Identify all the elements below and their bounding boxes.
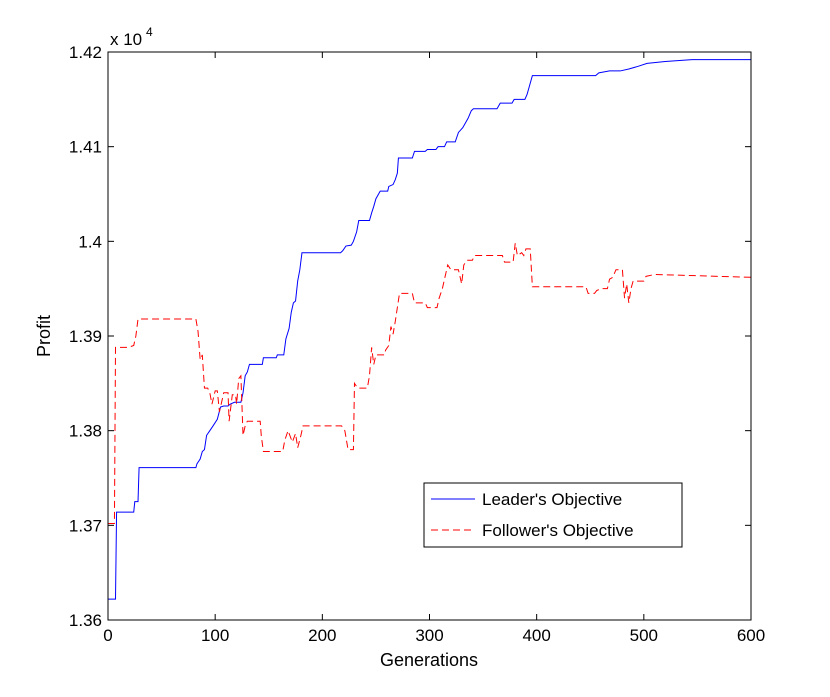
x-axis-label: Generations [380,650,478,670]
x-tick-label: 100 [201,626,229,645]
legend-label-follower: Follower's Objective [482,521,634,540]
y-tick-label: 1.37 [69,516,102,535]
x-tick-label: 600 [737,626,765,645]
y-multiplier-exponent: 4 [146,25,153,39]
legend-label-leader: Leader's Objective [482,490,622,509]
y-tick-label: 1.39 [69,327,102,346]
y-tick-label: 1.38 [69,422,102,441]
y-multiplier-base: x 10 [110,30,142,49]
ticks: 0 100 200 300 400 500 600 1.36 1.37 1.38 1.39 1.4 1.… [69,43,765,645]
x-tick-label: 0 [103,626,112,645]
y-tick-label: 1.4 [78,232,102,251]
x-tick-label: 500 [630,626,658,645]
y-tick-label: 1.42 [69,43,102,62]
legend-box [423,482,683,548]
plot-area [108,59,752,600]
series-line-leader [108,59,751,600]
y-tick-label: 1.41 [69,138,102,157]
series-line-follower [108,243,752,524]
x-tick-label: 200 [308,626,336,645]
y-axis-label: Profit [34,315,54,357]
legend: Leader's Objective Follower's Objective [423,482,683,548]
x-tick-label: 300 [415,626,443,645]
y-tick-label: 1.36 [69,611,102,630]
x-tick-label: 400 [522,626,550,645]
